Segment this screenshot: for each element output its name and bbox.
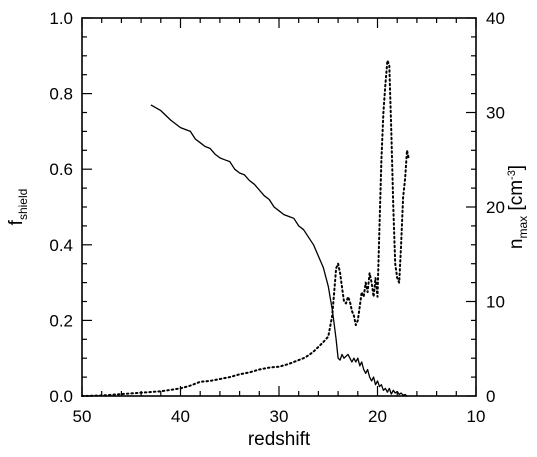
y-left-tick-label: 0.0 xyxy=(49,387,73,406)
y-left-axis-label: fshield xyxy=(6,189,30,226)
x-tick-label: 50 xyxy=(73,407,92,426)
x-tick-label: 20 xyxy=(368,407,387,426)
y-right-tick-label: 10 xyxy=(486,293,505,312)
series-line-nmax xyxy=(81,59,410,397)
plot-frame xyxy=(81,17,477,397)
y-right-tick-label: 40 xyxy=(486,9,505,28)
y-right-tick-label: 30 xyxy=(486,104,505,123)
series-line-fshield xyxy=(150,104,408,397)
y-right-axis-label: nmax [cm-3] xyxy=(506,165,530,249)
y-left-tick-label: 0.6 xyxy=(49,160,73,179)
x-tick-label: 40 xyxy=(171,407,190,426)
series-layer xyxy=(81,59,410,397)
y-right-tick-label: 20 xyxy=(486,198,505,217)
y-left-tick-label: 1.0 xyxy=(49,9,73,28)
x-tick-label: 30 xyxy=(270,407,289,426)
y-right-tick-label: 0 xyxy=(486,387,495,406)
y-left-tick-label: 0.8 xyxy=(49,85,73,104)
x-tick-label: 10 xyxy=(467,407,486,426)
labels-layer: 50 40 30 20 100.00.20.40.60.81.0010203040red… xyxy=(6,9,530,450)
ticks-layer xyxy=(81,17,477,397)
y-left-tick-label: 0.4 xyxy=(49,236,73,255)
y-left-tick-label: 0.2 xyxy=(49,311,73,330)
x-axis-label: redshift xyxy=(248,429,311,450)
